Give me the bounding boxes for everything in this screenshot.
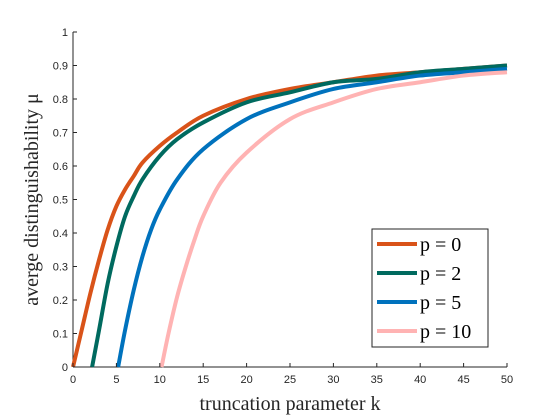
y-tick-label: 1 xyxy=(62,27,68,39)
x-tick-label: 35 xyxy=(371,374,383,386)
y-tick-label: 0.6 xyxy=(53,161,68,173)
x-tick-label: 10 xyxy=(154,374,166,386)
y-tick-label: 0.8 xyxy=(53,94,68,106)
x-tick-label: 40 xyxy=(414,374,426,386)
y-tick-label: 0.9 xyxy=(53,61,68,73)
series-line-0 xyxy=(71,63,508,368)
series-layer xyxy=(71,63,508,368)
legend-label-1: p = 2 xyxy=(420,263,461,285)
y-tick-label: 0.2 xyxy=(53,295,68,307)
x-tick-label: 15 xyxy=(197,374,209,386)
legend-box xyxy=(371,228,489,348)
y-tick-label: 0.5 xyxy=(53,195,68,207)
x-tick-label: 20 xyxy=(240,374,252,386)
x-axis-label: truncation parameter k xyxy=(199,393,380,415)
x-tick-label: 30 xyxy=(327,374,339,386)
legend-label-0: p = 0 xyxy=(420,234,461,256)
y-tick-label: 0.4 xyxy=(53,228,68,240)
legend-label-3: p = 10 xyxy=(420,321,471,343)
x-tick-label: 45 xyxy=(457,374,469,386)
series-line-1 xyxy=(90,63,508,368)
y-tick-label: 0.1 xyxy=(53,329,68,341)
y-tick-label: 0.3 xyxy=(53,262,68,274)
y-tick-label: 0 xyxy=(62,362,68,374)
legend: p = 0 p = 2 p = 5 p = 10 xyxy=(371,228,489,348)
y-axis-label: averge distinguishability μ xyxy=(21,93,43,306)
series-line-2 xyxy=(116,66,508,368)
legend-label-2: p = 5 xyxy=(420,292,461,314)
x-tick-label: 5 xyxy=(113,374,119,386)
x-tick-label: 50 xyxy=(501,374,513,386)
x-tick-label: 25 xyxy=(284,374,296,386)
ticks-layer: 0 5 10 15 20 25 30 35 40 45 50 0 0.1 0.2 0.3 0.4 0.5 0.6 0… xyxy=(53,27,513,386)
y-tick-label: 0.7 xyxy=(53,128,68,140)
series-line-3 xyxy=(159,70,508,368)
x-tick-label: 0 xyxy=(70,374,76,386)
